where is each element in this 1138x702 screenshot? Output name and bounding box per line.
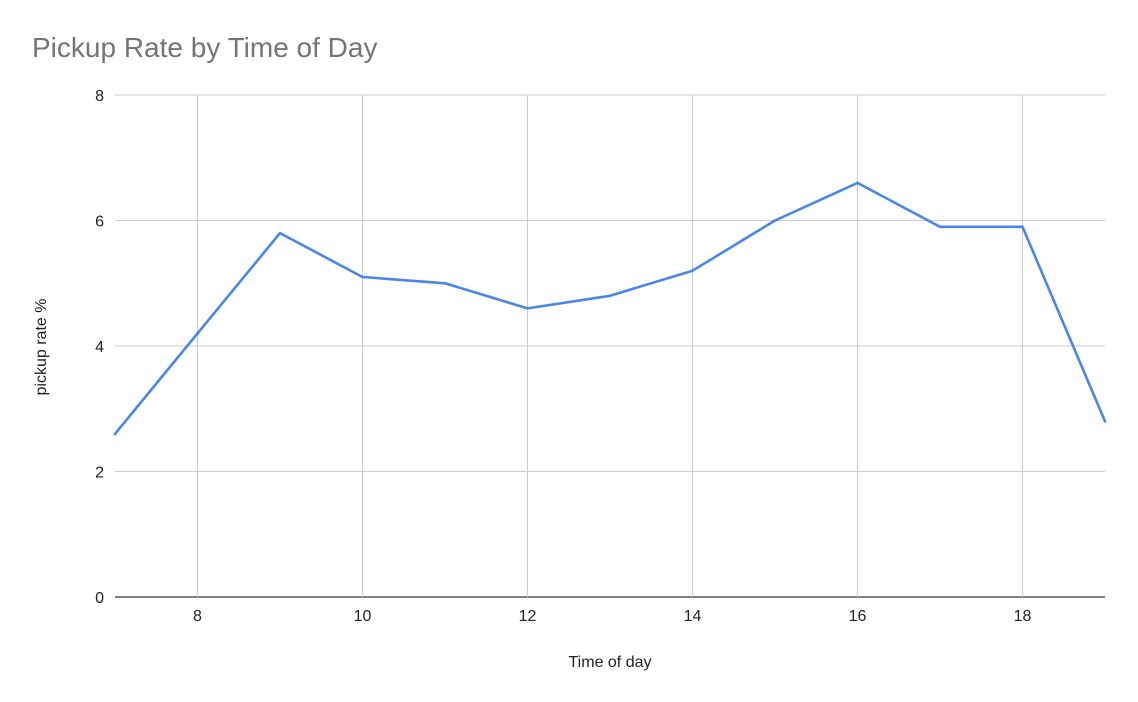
data-point	[196, 332, 199, 335]
data-point	[691, 269, 694, 273]
y-tick-label: 6	[95, 214, 104, 231]
data-point	[1103, 420, 1107, 423]
data-point	[113, 432, 117, 436]
x-axis-label: Time of day	[569, 654, 652, 671]
y-tick-label: 0	[95, 590, 104, 607]
y-axis-label: pickup rate %	[33, 299, 50, 396]
x-axis-ticks: 8 10 12 14 16 18	[193, 608, 1031, 625]
data-point	[608, 294, 612, 298]
x-tick-label: 10	[354, 608, 372, 625]
y-tick-label: 8	[95, 88, 104, 105]
data-point	[526, 307, 529, 310]
y-tick-label: 4	[95, 339, 104, 356]
y-tick-label: 2	[95, 465, 104, 482]
data-point	[1021, 225, 1024, 229]
data-point	[856, 181, 859, 185]
data-point	[443, 281, 447, 285]
x-tick-label: 16	[849, 608, 867, 625]
y-axis-ticks: 0 2 4 6 8	[95, 88, 104, 607]
chart-title: Pickup Rate by Time of Day	[32, 32, 377, 63]
x-tick-label: 8	[193, 608, 202, 625]
gridlines	[115, 94, 1105, 598]
data-point	[938, 225, 942, 229]
x-tick-label: 12	[519, 608, 537, 625]
data-point	[361, 275, 364, 279]
x-tick-label: 14	[684, 608, 702, 625]
x-tick-label: 18	[1014, 608, 1032, 625]
data-point	[773, 219, 777, 222]
data-point	[278, 231, 282, 235]
series-layer	[113, 181, 1107, 436]
